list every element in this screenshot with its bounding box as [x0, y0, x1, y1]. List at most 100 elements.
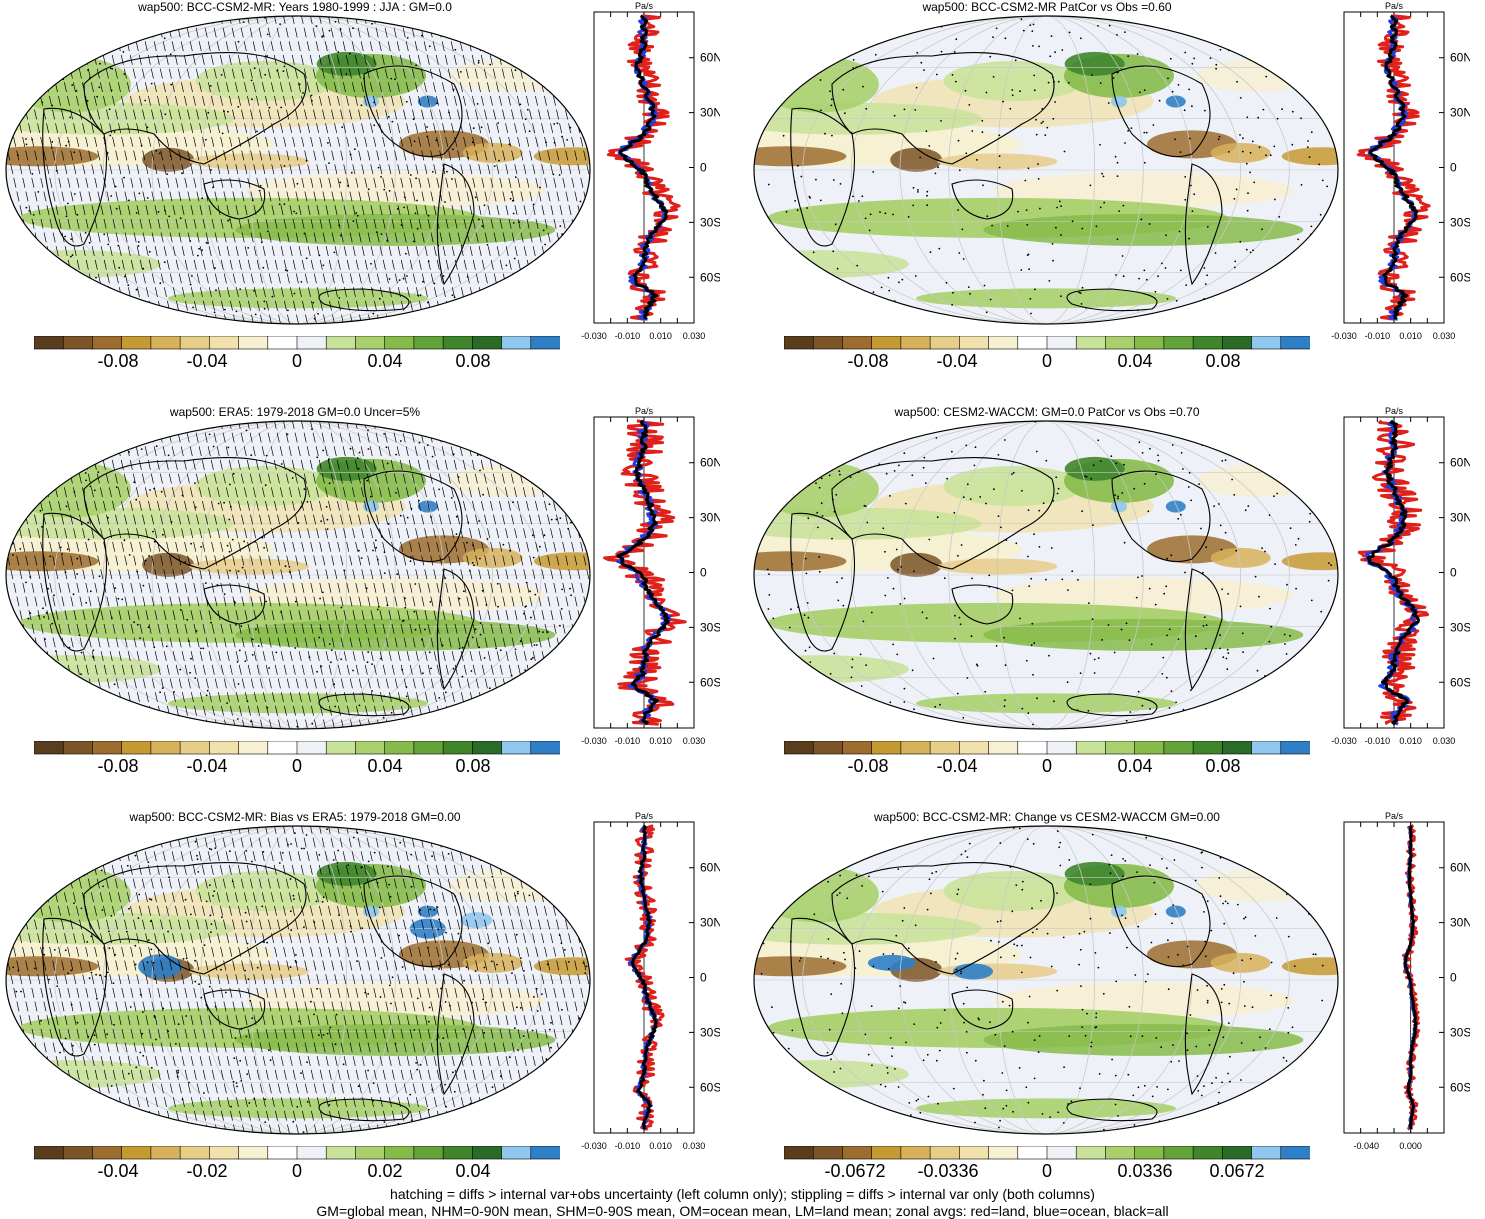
stipple-dot [107, 971, 109, 974]
stipple-dot [582, 962, 585, 964]
stipple-dot [954, 614, 956, 617]
colorbar-swatch [530, 741, 560, 755]
stipple-dot [373, 101, 375, 104]
stipple-dot [154, 1016, 156, 1019]
colorbar-swatch [442, 336, 473, 350]
stipple-dot [356, 457, 359, 459]
stipple-dot [1198, 1119, 1201, 1122]
stipple-dot [131, 25, 134, 28]
stipple-dot [509, 1056, 511, 1059]
stipple-dot [1262, 108, 1265, 111]
hatch-line [255, 421, 327, 729]
stipple-dot [511, 314, 514, 317]
stipple-dot [830, 299, 833, 302]
stipple-dot [1224, 900, 1227, 903]
stipple-dot [1258, 595, 1260, 598]
field-anomaly [448, 464, 569, 497]
panel-2-colorbar-label: -0.04 [936, 351, 978, 371]
stipple-dot [438, 20, 440, 23]
stipple-dot [443, 719, 445, 722]
stipple-dot [956, 952, 959, 955]
stipple-dot [567, 527, 570, 530]
stipple-dot [961, 228, 964, 231]
stipple-dot [80, 523, 83, 526]
stipple-dot [514, 176, 517, 179]
stipple-dot [382, 716, 385, 719]
stipple-dot [1024, 179, 1027, 182]
stipple-dot [852, 59, 855, 61]
stipple-dot [1245, 248, 1248, 251]
stipple-dot [1310, 225, 1313, 228]
stipple-dot [539, 545, 541, 548]
stipple-dot [71, 254, 74, 257]
stipple-dot [1036, 928, 1038, 930]
stipple-dot [790, 1064, 793, 1067]
stipple-dot [793, 181, 796, 183]
stipple-dot [1091, 618, 1094, 621]
stipple-dot [452, 453, 455, 456]
stipple-dot [971, 577, 973, 580]
stipple-dot [844, 112, 846, 115]
field-anomaly [983, 618, 1304, 651]
stipple-dot [477, 708, 480, 711]
stipple-dot [1032, 23, 1035, 26]
stipple-dot [1194, 879, 1197, 882]
stipple-dot [859, 653, 862, 656]
stipple-dot [510, 49, 513, 52]
stipple-dot [1001, 1072, 1004, 1074]
stipple-dot [542, 229, 545, 232]
stipple-dot [1148, 223, 1151, 225]
stipple-dot [1255, 288, 1258, 291]
stipple-dot [1114, 906, 1117, 909]
stipple-dot [1239, 240, 1242, 243]
stipple-dot [797, 164, 799, 167]
stipple-dot [522, 450, 525, 453]
panel-3-colorbar-label: 0.04 [367, 756, 403, 776]
stipple-dot [1269, 154, 1272, 157]
stipple-dot [830, 20, 833, 23]
stipple-dot [283, 203, 286, 206]
stipple-dot [291, 477, 294, 479]
stipple-dot [471, 561, 474, 564]
stipple-dot [1235, 549, 1238, 552]
stipple-dot [96, 1110, 99, 1112]
stipple-dot [794, 200, 796, 202]
stipple-dot [96, 95, 99, 98]
stipple-dot [402, 619, 405, 622]
stipple-dot [1243, 1005, 1246, 1007]
stipple-dot [43, 953, 46, 956]
stipple-dot [207, 111, 210, 114]
stipple-dot [789, 71, 792, 74]
stipple-dot [289, 878, 292, 880]
stipple-dot [149, 920, 152, 923]
stipple-dot [1201, 866, 1203, 869]
stipple-dot [491, 875, 494, 878]
stipple-dot [1109, 932, 1111, 934]
profile-x-tick-label: -0.030 [1331, 736, 1357, 746]
stipple-dot [1081, 510, 1083, 513]
stipple-dot [1006, 225, 1009, 227]
stipple-dot [453, 296, 456, 299]
stipple-dot [196, 858, 199, 861]
colorbar-swatch [325, 1146, 357, 1160]
stipple-dot [495, 425, 497, 428]
stipple-dot [921, 611, 924, 614]
stipple-dot [493, 165, 496, 168]
stipple-dot [227, 446, 230, 449]
stipple-dot [884, 1085, 887, 1088]
stipple-dot [44, 638, 46, 641]
stipple-dot [998, 166, 1001, 169]
stipple-dot [881, 890, 884, 893]
stipple-dot [1115, 462, 1118, 465]
stipple-dot [1310, 419, 1312, 421]
stipple-dot [447, 853, 450, 855]
stipple-dot [16, 893, 19, 896]
stipple-dot [971, 130, 974, 132]
stipple-dot [1099, 143, 1101, 146]
stipple-dot [380, 176, 382, 178]
stipple-dot [1209, 437, 1212, 440]
stipple-dot [416, 997, 419, 1000]
stipple-dot [254, 541, 256, 543]
hatch-line [48, 421, 120, 729]
